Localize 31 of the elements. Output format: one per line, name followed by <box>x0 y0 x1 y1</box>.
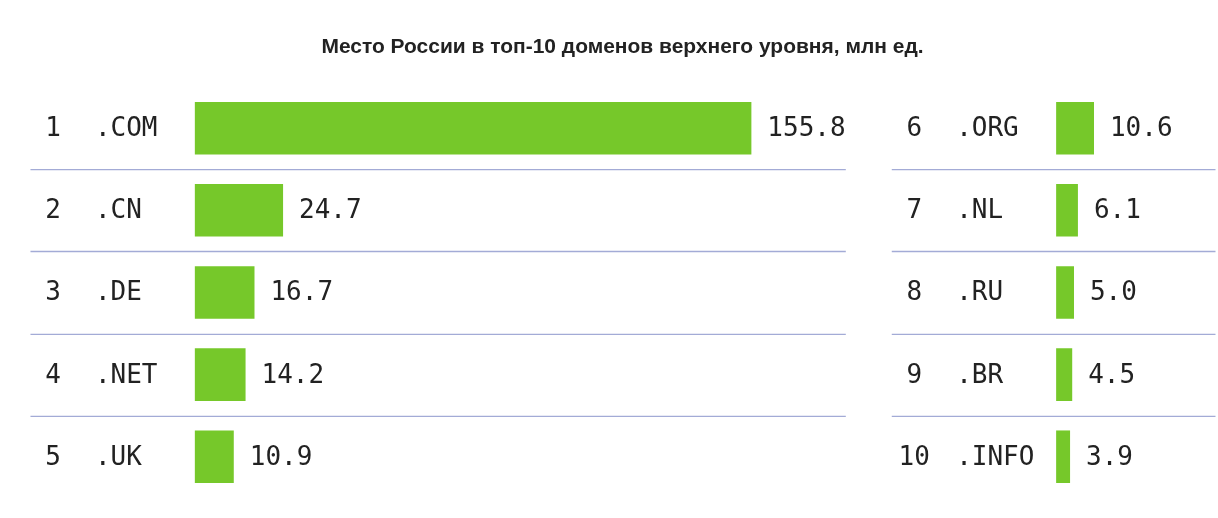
data-label: 6.1 <box>1093 194 1141 225</box>
category-label: 6 .ORG <box>906 112 1019 143</box>
category-label: 2 .CN <box>45 194 142 225</box>
data-label: 10.6 <box>1109 112 1173 143</box>
category-label: 9 .BR <box>906 358 1004 389</box>
category-label: 7 .NL <box>906 194 1004 225</box>
category-label: 5 .UK <box>45 440 142 471</box>
bar <box>1056 266 1074 319</box>
category-label: 10 .INFO <box>898 440 1035 471</box>
bar <box>1056 348 1073 401</box>
bar <box>1056 184 1078 237</box>
bar <box>194 430 234 484</box>
bar <box>1056 101 1094 155</box>
data-label: 14.2 <box>261 358 325 389</box>
bar <box>1056 430 1071 484</box>
bar <box>194 101 752 155</box>
category-label: 3 .DE <box>45 276 142 307</box>
data-label: 155.8 <box>767 112 846 143</box>
category-label: 4 .NET <box>45 358 158 389</box>
bar <box>194 266 255 319</box>
data-label: 16.7 <box>270 276 334 307</box>
bar <box>194 348 246 401</box>
data-label: 5.0 <box>1089 276 1137 307</box>
category-label: 8 .RU <box>906 276 1004 307</box>
chart-title: Место России в топ-10 доменов верхнего уровня, млн ед. <box>321 34 924 58</box>
data-label: 24.7 <box>299 194 362 225</box>
bar <box>194 184 284 237</box>
data-label: 10.9 <box>249 440 313 471</box>
category-label: 1 .COM <box>45 112 158 143</box>
data-label: 3.9 <box>1086 440 1133 471</box>
data-label: 4.5 <box>1088 358 1136 389</box>
